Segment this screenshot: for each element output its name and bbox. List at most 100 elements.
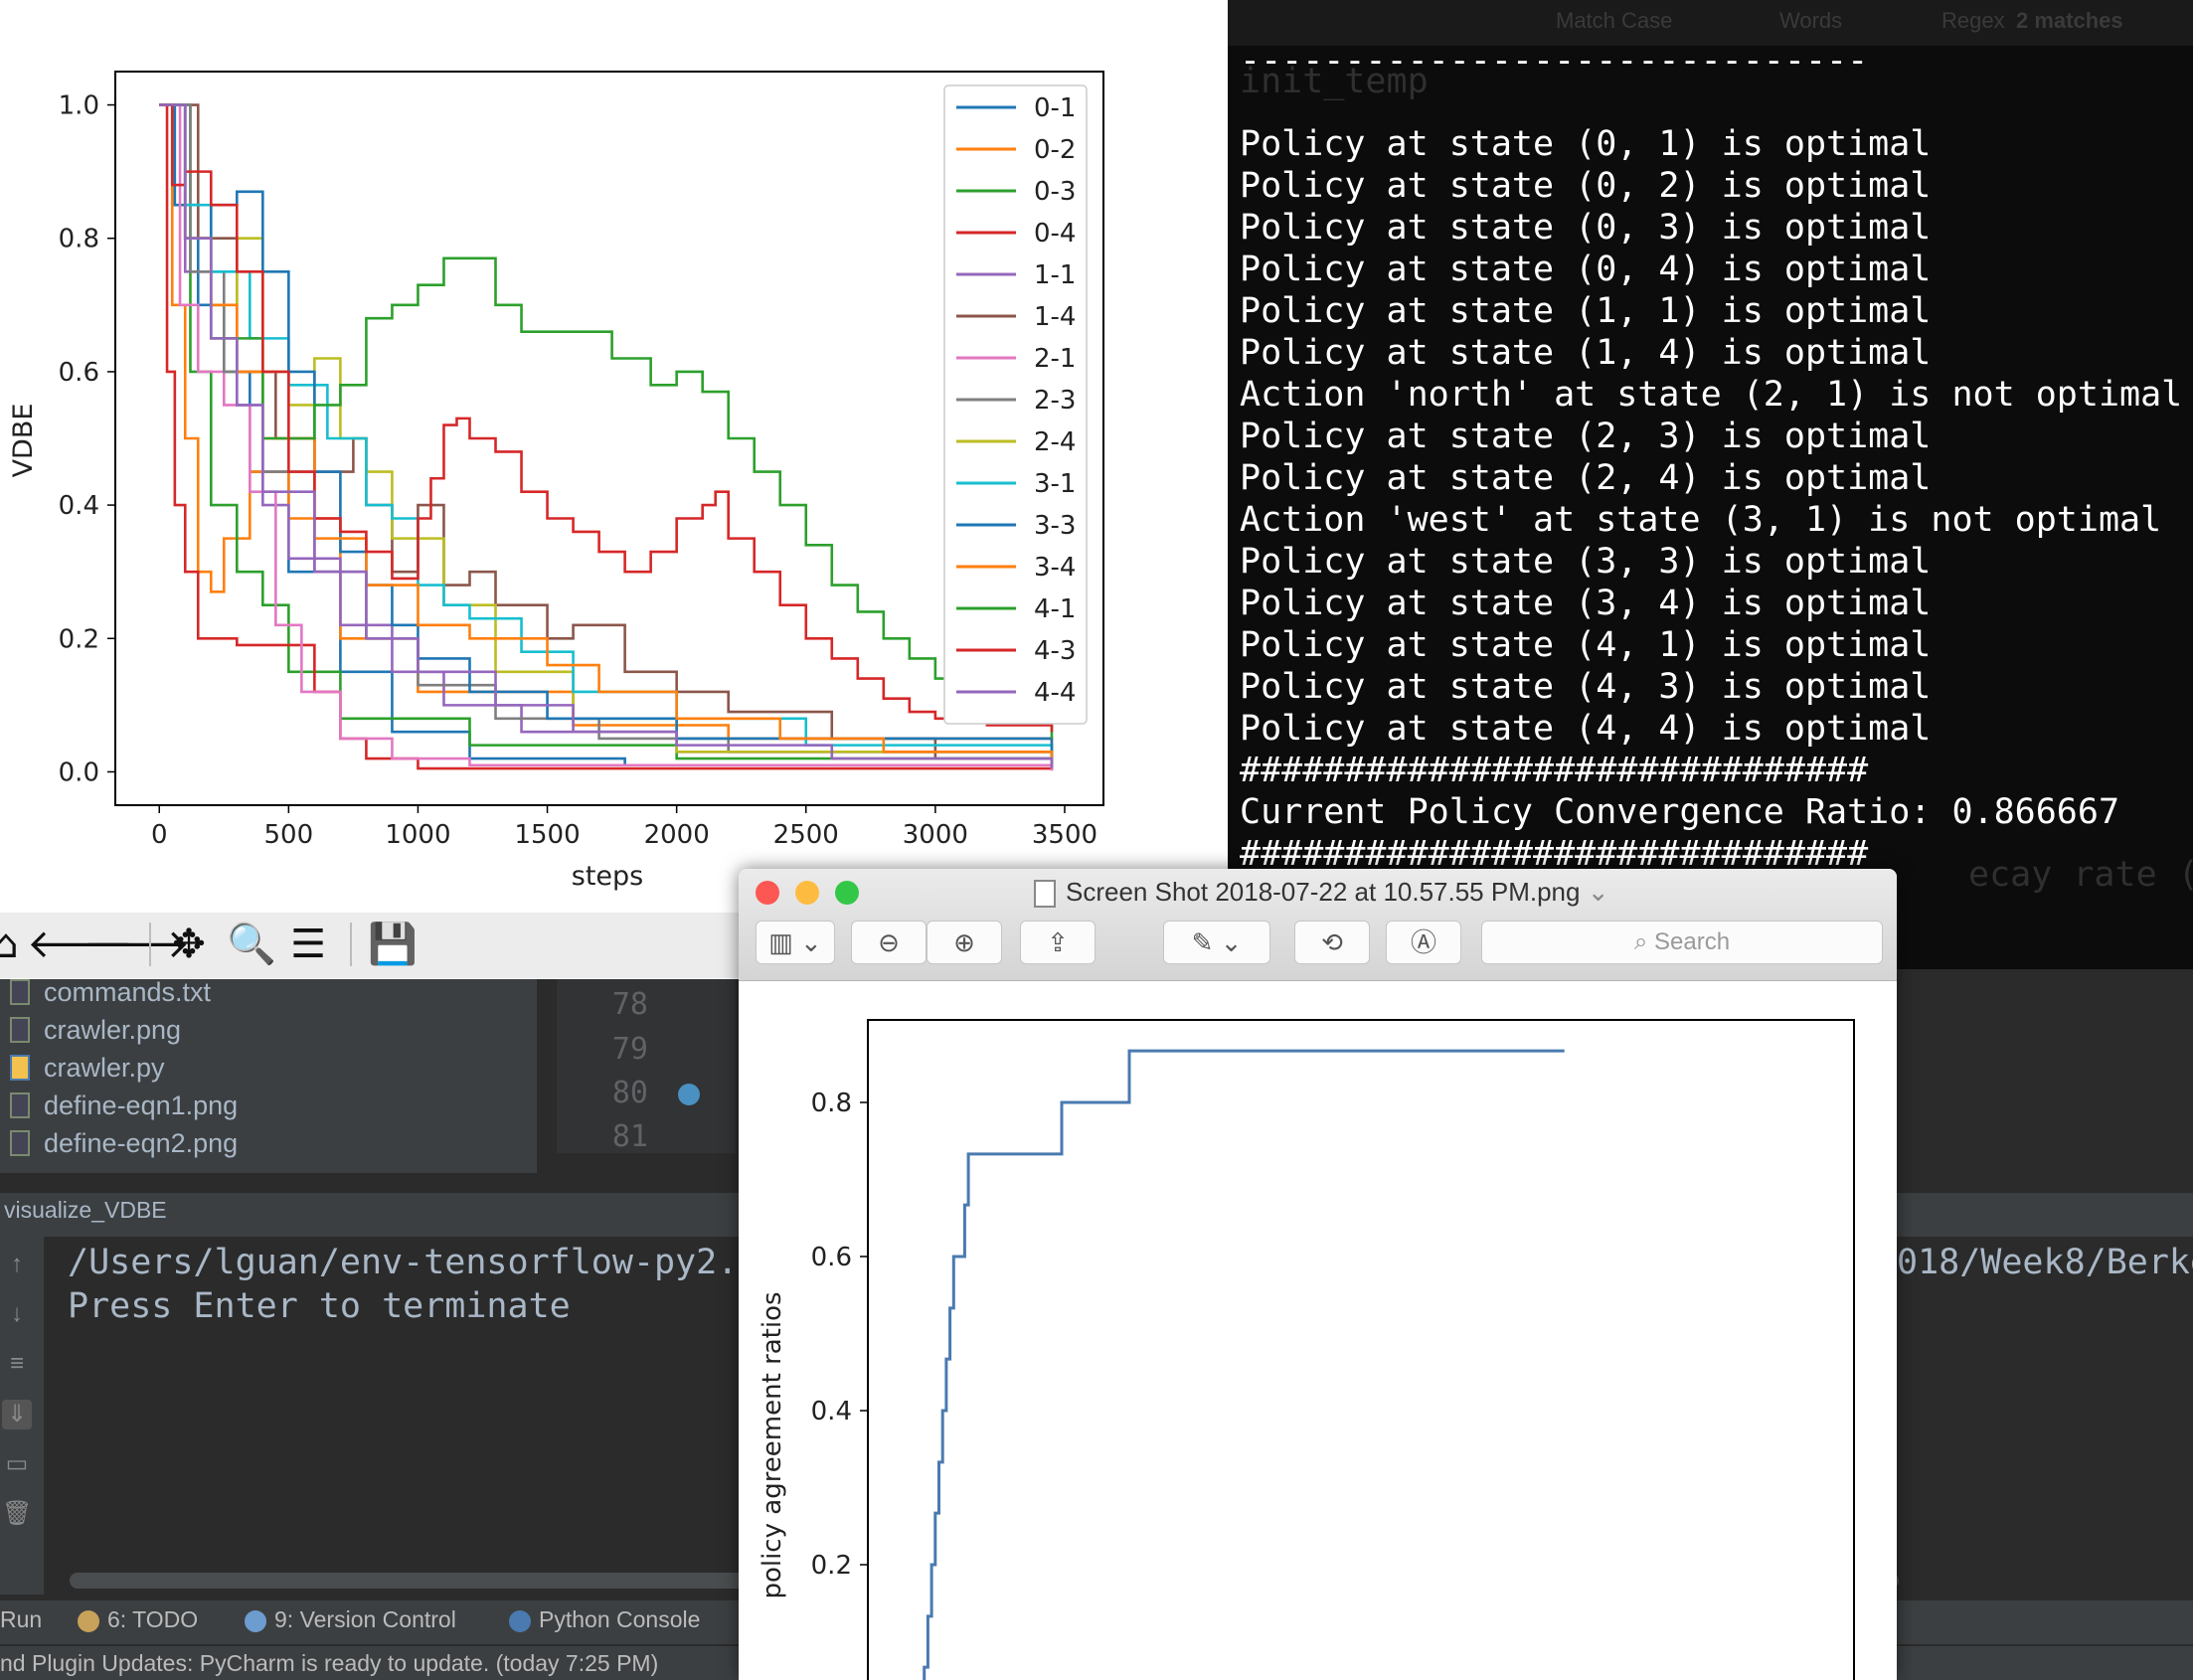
home-icon[interactable]: ⌂ <box>0 922 19 967</box>
legend-label: 3-4 <box>1034 553 1076 583</box>
legend-label: 4-4 <box>1034 678 1076 708</box>
python-icon <box>509 1609 531 1632</box>
x-tick-label: 2000 <box>644 820 710 850</box>
x-tick-label: 3000 <box>903 820 968 850</box>
vdbe-chart: 0 500 1000 1500 2000 2500 3000 3500 0.0 0.2 0.4 0.6… <box>8 71 1104 892</box>
x-tick-label: 500 <box>264 820 314 850</box>
legend-box <box>943 84 1088 725</box>
scroll-to-end-icon[interactable]: ⇓ <box>2 1400 32 1429</box>
toolbar-separator <box>350 923 352 966</box>
terminal-line: Policy at state (1, 4) is optimal <box>1240 333 1932 373</box>
rotate-icon[interactable]: ⟲ <box>1294 921 1370 964</box>
minimize-window-button[interactable] <box>795 881 819 905</box>
scroll-down-icon[interactable]: ↓ <box>11 1300 23 1327</box>
save-icon[interactable]: 💾 <box>368 922 418 967</box>
y-tick-label: 0.6 <box>59 358 99 388</box>
background-code: init_temp <box>1240 62 1429 101</box>
terminal-line: Action 'north' at state (2, 1) is not op… <box>1240 375 2183 415</box>
legend-label: 1-1 <box>1034 260 1076 290</box>
legend-label: 2-3 <box>1034 386 1076 416</box>
tab-python-console[interactable]: Python Console <box>509 1606 700 1633</box>
run-panel-toolbar: ↑ ↓ ≡ ⇓ ▭ 🗑 <box>0 1237 44 1595</box>
terminal-line: Policy at state (0, 4) is optimal <box>1240 250 1932 289</box>
tab-run[interactable]: Run <box>0 1606 42 1633</box>
terminal-window[interactable] <box>1228 0 2193 969</box>
override-marker-icon[interactable] <box>678 1084 700 1105</box>
back-icon[interactable]: 🡐 <box>27 919 133 970</box>
line-number: 80 <box>611 1076 648 1110</box>
file-name: define-eqn1.png <box>44 1090 239 1120</box>
configure-icon[interactable]: ☰ <box>290 922 326 967</box>
file-item[interactable]: define-eqn2.png <box>10 1125 238 1161</box>
print-icon[interactable]: ▭ <box>5 1450 29 1477</box>
terminal-line: Policy at state (0, 3) is optimal <box>1240 208 1932 248</box>
terminal-line: Policy at state (1, 1) is optimal <box>1240 291 1932 331</box>
file-item[interactable]: define-eqn1.png <box>10 1088 238 1123</box>
y-tick-label: 0.8 <box>811 1089 852 1118</box>
console-line-path-tail: 018/Week8/Berke <box>1897 1243 2193 1282</box>
forward-icon[interactable]: 🡒 <box>84 919 190 970</box>
file-item[interactable]: commands.txt <box>10 974 211 1010</box>
zoom-icon[interactable]: 🔍 <box>227 922 276 967</box>
share-icon[interactable]: ⇪ <box>1020 921 1096 964</box>
terminal-line: Policy at state (4, 1) is optimal <box>1240 625 1932 665</box>
file-item[interactable]: crawler.png <box>10 1012 181 1048</box>
image-file-icon <box>10 1130 30 1156</box>
tab-label: Run <box>0 1606 43 1632</box>
terminal-line: Current Policy Convergence Ratio: 0.8666… <box>1240 792 2120 832</box>
legend-label: 0-3 <box>1034 177 1076 207</box>
zoom-out-icon[interactable]: ⊖ <box>851 921 927 964</box>
sidebar-icon[interactable]: ▥ ⌄ <box>756 921 835 964</box>
soft-wrap-icon[interactable]: ≡ <box>9 1350 24 1377</box>
match-case-option[interactable]: Match Case <box>1556 8 1673 33</box>
series-line-3-4 <box>159 103 1054 765</box>
legend-label: 3-1 <box>1034 469 1076 499</box>
legend-label: 0-1 <box>1034 93 1076 123</box>
terminal-line: ############################## <box>1240 834 1869 874</box>
file-item[interactable]: crawler.py <box>10 1050 165 1086</box>
y-tick-label: 0.0 <box>59 757 99 787</box>
legend-label: 3-3 <box>1034 511 1076 541</box>
background-code: ecay rate (mean <box>1968 855 2193 895</box>
legend-label: 2-4 <box>1034 427 1076 457</box>
terminal-find-bar: Match Case Words Regex 2 matches <box>1228 0 2193 46</box>
terminal-line: Policy at state (4, 4) is optimal <box>1240 709 1932 749</box>
editor-gutter <box>557 974 736 1153</box>
terminal-line: Policy at state (4, 3) is optimal <box>1240 667 1932 707</box>
pan-icon[interactable]: ✥ <box>172 922 206 967</box>
series-line-2-1 <box>159 103 1054 771</box>
words-option[interactable]: Words <box>1779 8 1843 33</box>
console-line: Press Enter to terminate <box>68 1286 571 1326</box>
search-field[interactable]: ⌕ Search <box>1481 921 1883 964</box>
markup-icon[interactable]: ✎ ⌄ <box>1163 921 1270 964</box>
terminal-line: Policy at state (0, 2) is optimal <box>1240 166 1932 206</box>
scroll-up-icon[interactable]: ↑ <box>11 1251 23 1277</box>
match-count: 2 matches <box>2016 8 2123 33</box>
y-tick-label: 0.4 <box>811 1397 852 1427</box>
y-tick-label: 1.0 <box>59 91 99 121</box>
document-icon <box>1034 880 1056 909</box>
y-tick-label: 0.2 <box>59 624 99 654</box>
image-file-icon <box>10 1017 30 1043</box>
close-window-button[interactable] <box>756 881 779 905</box>
file-name: define-eqn2.png <box>44 1127 239 1158</box>
plot-area <box>867 1019 1855 1680</box>
matplotlib-figure-window: 0 500 1000 1500 2000 2500 3000 3500 0.0 0.2 0.4 0.6… <box>0 0 1228 979</box>
vcs-icon <box>245 1609 266 1632</box>
preview-title[interactable]: Screen Shot 2018-07-22 at 10.57.55 PM.pn… <box>1034 877 1630 909</box>
zoom-window-button[interactable] <box>835 881 859 905</box>
preview-title-text: Screen Shot 2018-07-22 at 10.57.55 PM.pn… <box>1066 877 1581 907</box>
trash-icon[interactable]: 🗑 <box>2 1500 33 1527</box>
python-file-icon <box>10 1055 30 1081</box>
run-config-name: visualize_VDBE <box>4 1197 167 1223</box>
legend-label: 2-1 <box>1034 344 1076 374</box>
policy-agreement-chart: 0.2 0.4 0.6 0.8 policy agreement ratios <box>758 1019 1855 1680</box>
terminal-line: Policy at state (0, 1) is optimal <box>1240 124 1932 164</box>
annotate-icon[interactable]: Ⓐ <box>1386 921 1461 964</box>
tab-todo[interactable]: 6: TODO <box>78 1606 198 1633</box>
tab-version-control[interactable]: 9: Version Control <box>245 1606 456 1633</box>
zoom-in-icon[interactable]: ⊕ <box>927 921 1002 964</box>
terminal-line: Policy at state (2, 3) is optimal <box>1240 417 1932 456</box>
terminal-line: Action 'west' at state (3, 1) is not opt… <box>1240 500 2162 540</box>
regex-option[interactable]: Regex <box>1941 8 2005 33</box>
